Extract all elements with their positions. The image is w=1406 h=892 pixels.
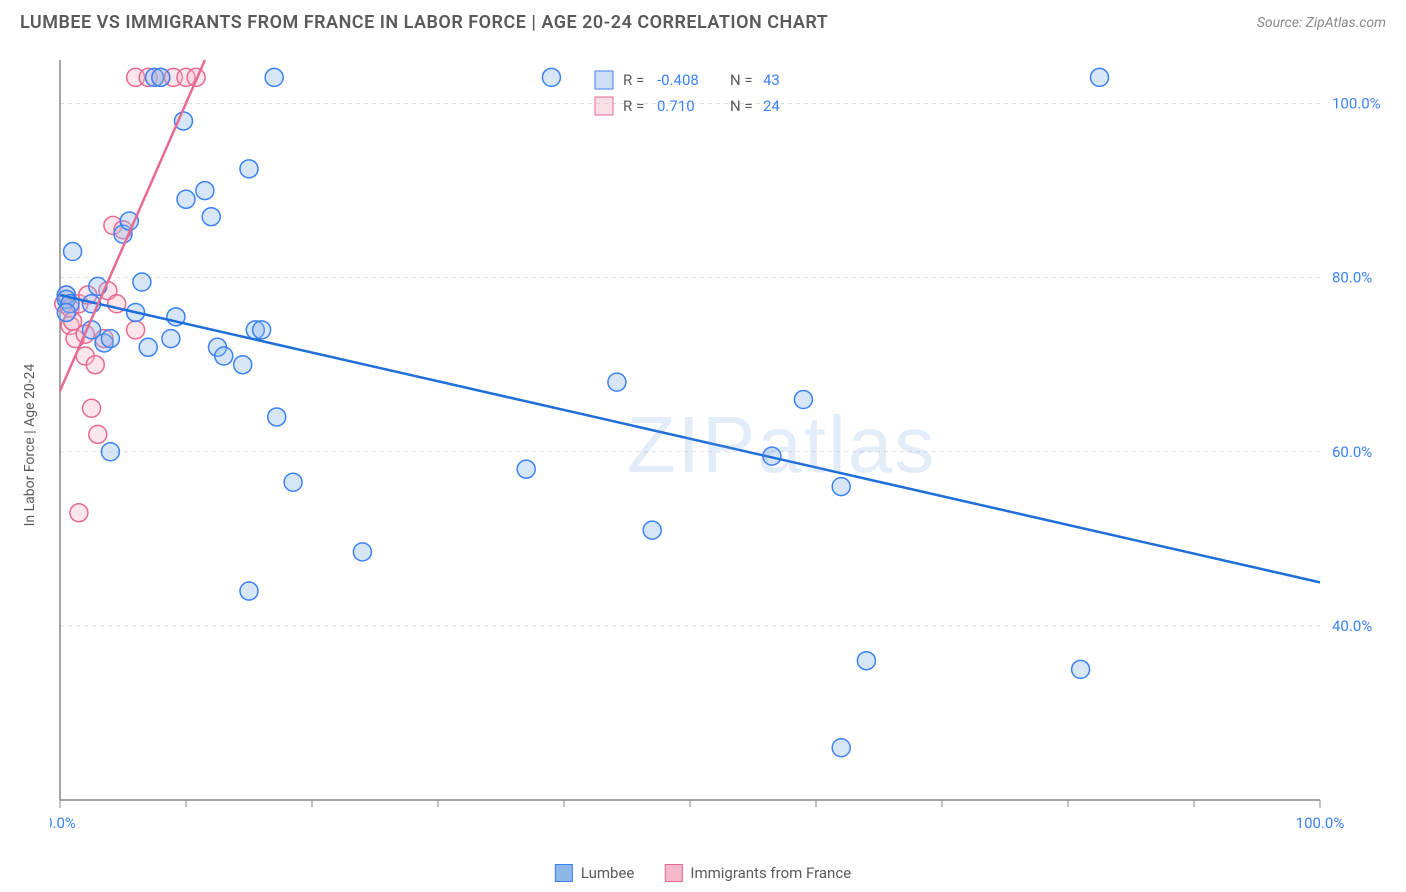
legend-swatch-icon [664, 864, 682, 882]
y-axis-label: In Labor Force | Age 20-24 [22, 364, 38, 527]
svg-text:R =: R = [623, 71, 644, 89]
legend-item-france: Immigrants from France [664, 864, 851, 882]
svg-text:43: 43 [763, 71, 780, 89]
svg-text:24: 24 [763, 97, 780, 115]
svg-text:80.0%: 80.0% [1332, 269, 1372, 287]
legend-swatch-icon [555, 864, 573, 882]
legend-label: Immigrants from France [690, 864, 851, 882]
svg-text:60.0%: 60.0% [1332, 443, 1372, 461]
legend-item-lumbee: Lumbee [555, 864, 635, 882]
svg-text:R =: R = [623, 97, 644, 115]
legend-bottom: Lumbee Immigrants from France [555, 864, 851, 882]
svg-text:N =: N = [730, 71, 753, 89]
source-label: Source: [1257, 15, 1302, 31]
scatter-chart: 40.0% 60.0% 80.0% 100.0% 0.0% 100.0% R = -0.408… [50, 50, 1380, 840]
legend-label: Lumbee [581, 864, 635, 882]
chart-title: LUMBEE VS IMMIGRANTS FROM FRANCE IN LABO… [20, 12, 828, 33]
title-bar: LUMBEE VS IMMIGRANTS FROM FRANCE IN LABO… [0, 0, 1406, 41]
svg-text:0.0%: 0.0% [50, 814, 76, 832]
svg-text:N =: N = [730, 97, 753, 115]
svg-text:0.710: 0.710 [657, 97, 695, 115]
svg-text:100.0%: 100.0% [1296, 814, 1345, 832]
source-attribution: Source: ZipAtlas.com [1257, 15, 1386, 31]
svg-text:40.0%: 40.0% [1332, 617, 1372, 635]
svg-text:100.0%: 100.0% [1332, 95, 1380, 113]
source-name: ZipAtlas.com [1306, 15, 1386, 31]
chart-container: In Labor Force | Age 20-24 40.0%60.0%80.… [50, 50, 1380, 840]
svg-text:-0.408: -0.408 [657, 71, 699, 89]
